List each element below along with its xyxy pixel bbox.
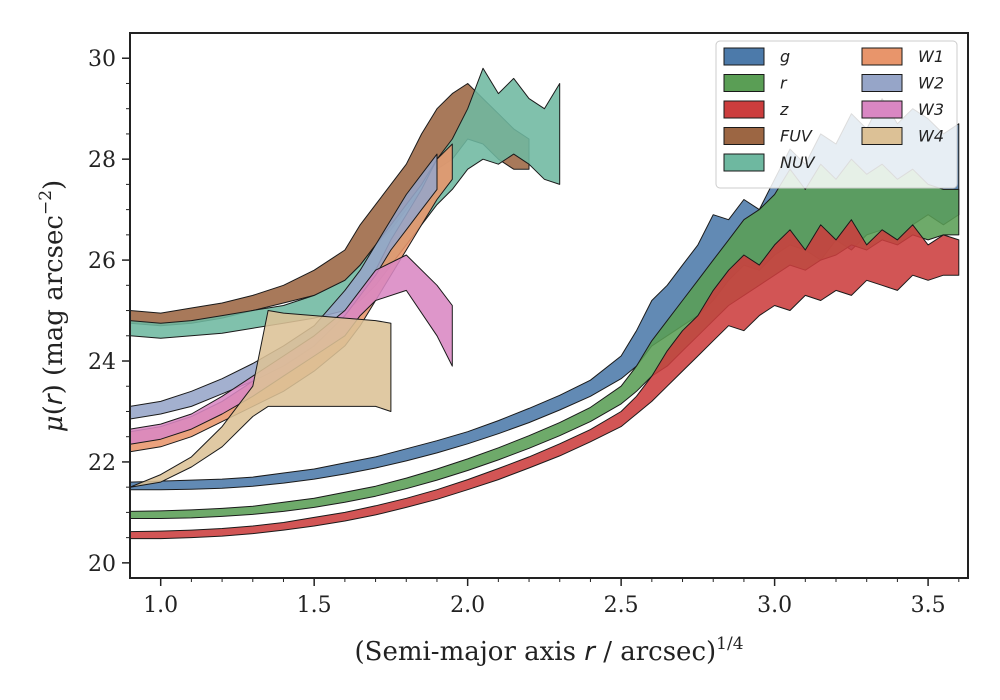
band-z <box>130 219 960 540</box>
legend-label-w3: W3 <box>918 100 944 119</box>
legend-label-g: g <box>780 47 790 66</box>
legend-label-w2: W2 <box>918 74 944 93</box>
legend-swatch-w4 <box>861 127 903 145</box>
y-tick-label: 26 <box>88 249 116 274</box>
legend-label-nuv: NUV <box>780 153 816 172</box>
legend: grz FUV NUV W1 W2 W3 W4 <box>715 40 958 189</box>
band-r <box>130 158 960 519</box>
legend-label-r: r <box>780 74 788 93</box>
y-tick-label: 24 <box>88 350 116 375</box>
legend-swatch-w3 <box>861 100 903 119</box>
y-tick-label: 28 <box>88 148 116 173</box>
y-tick-label: 30 <box>88 47 116 72</box>
legend-swatch-nuv <box>723 153 765 172</box>
legend-swatch-w1 <box>861 47 903 66</box>
y-axis-ticks: 20 22 24 26 28 30 <box>88 47 130 577</box>
y-tick-label: 22 <box>88 451 116 476</box>
legend-swatch-r <box>723 74 765 92</box>
legend-label-w1: W1 <box>918 47 944 66</box>
x-tick-label: 3.5 <box>911 593 946 618</box>
legend-label-z: z <box>779 100 789 119</box>
plot-frame <box>129 32 969 579</box>
legend-swatch-fuv <box>723 127 765 145</box>
x-tick-label: 2.0 <box>450 593 485 618</box>
band-w4 <box>130 310 392 488</box>
x-axis-ticks: 1.0 1.5 2.0 2.5 3.0 3.5 <box>143 578 960 618</box>
legend-label-w4: W4 <box>918 127 944 146</box>
legend-swatch-z <box>723 100 765 119</box>
y-axis-title: μ(r) (mag arcsec−2) <box>36 180 69 432</box>
x-tick-label: 3.0 <box>757 593 792 618</box>
x-tick-label: 2.5 <box>604 593 639 618</box>
x-axis-title: (Semi-major axis r / arcsec)1/4 <box>354 634 743 667</box>
y-tick-label: 20 <box>88 552 116 577</box>
x-tick-label: 1.0 <box>143 593 178 618</box>
legend-swatch-w2 <box>861 74 903 92</box>
x-tick-label: 1.5 <box>297 593 332 618</box>
legend-swatch-g <box>723 47 765 66</box>
legend-label-fuv: FUV <box>780 127 813 146</box>
